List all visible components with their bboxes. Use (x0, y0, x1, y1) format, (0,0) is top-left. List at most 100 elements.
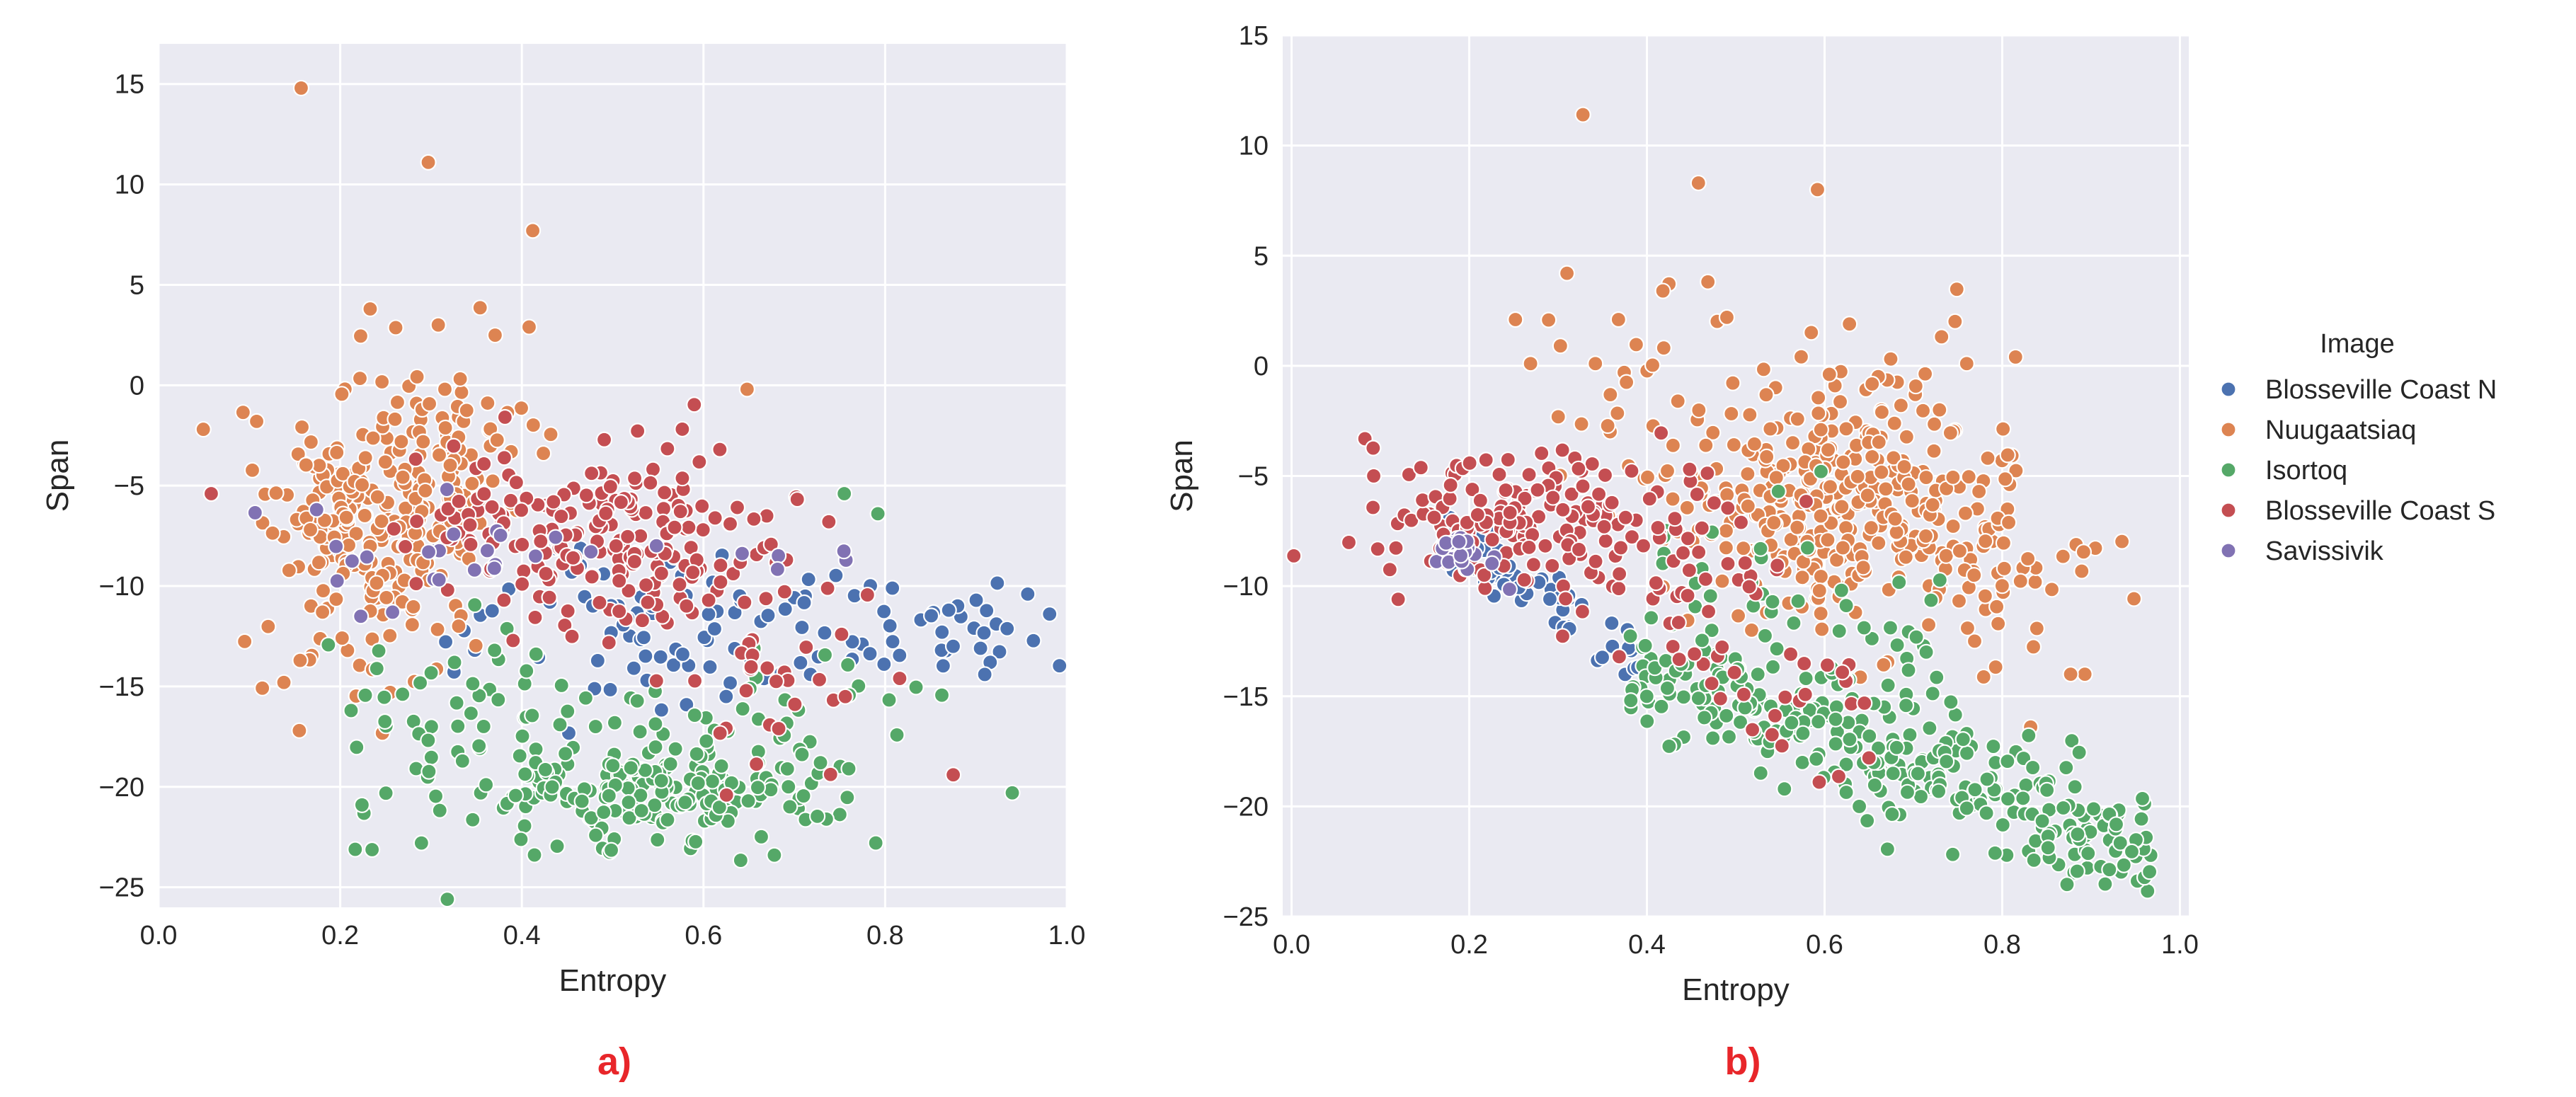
scatter-point (809, 808, 826, 825)
scatter-point (385, 520, 403, 537)
scatter-point (513, 502, 530, 519)
scatter-point (1700, 273, 1717, 290)
scatter-point (620, 582, 637, 599)
scatter-point (370, 643, 387, 660)
scatter-point (1693, 519, 1710, 536)
scatter-point (1938, 753, 1955, 770)
scatter-point (423, 749, 440, 766)
scatter-point (1819, 532, 1836, 548)
scatter-point (537, 761, 554, 779)
scatter-point (254, 679, 271, 696)
scatter-point (666, 519, 683, 536)
scatter-point (1681, 562, 1698, 579)
scatter-point (840, 760, 857, 777)
scatter-point (544, 779, 561, 796)
scatter-point (999, 620, 1016, 637)
scatter-point (1999, 791, 2017, 808)
scatter-point (1810, 405, 1827, 422)
scatter-point (1770, 483, 1787, 500)
scatter-point (770, 720, 787, 737)
scatter-point (732, 851, 749, 869)
scatter-point (738, 682, 755, 699)
scatter-point (537, 565, 554, 582)
y-tick-label: 15 (1239, 21, 1269, 51)
scatter-point (1769, 557, 1786, 574)
scatter-point (1603, 494, 1620, 511)
scatter-point (1472, 492, 1489, 509)
scatter-point (583, 465, 600, 482)
scatter-point (524, 222, 542, 239)
scatter-point (762, 536, 779, 553)
scatter-point (1741, 406, 1758, 423)
scatter-point (291, 722, 308, 739)
scatter-point (1850, 798, 1868, 815)
scatter-point (1696, 709, 1713, 726)
scatter-point (625, 660, 642, 677)
scatter-point (1570, 460, 1587, 477)
scatter-point (1762, 420, 1779, 437)
scatter-point (1644, 357, 1661, 374)
scatter-point (1838, 420, 1855, 437)
scatter-point (490, 691, 507, 708)
scatter-point (2025, 851, 2042, 868)
scatter-point (626, 553, 643, 570)
scatter-point (976, 666, 993, 683)
scatter-point (633, 802, 650, 820)
scatter-point (789, 490, 806, 508)
scatter-point (2133, 810, 2150, 827)
scatter-point (1838, 783, 1855, 801)
scatter-point (1834, 539, 1851, 556)
scatter-point (876, 655, 893, 673)
scatter-point (1776, 781, 1793, 798)
scatter-point (1889, 636, 1906, 654)
scatter-point (1928, 669, 1945, 686)
scatter-point (1812, 421, 1829, 438)
scatter-point (837, 688, 854, 705)
scatter-point (297, 456, 314, 473)
scatter-point (551, 716, 568, 733)
scatter-point (1695, 655, 1712, 673)
scatter-point (795, 787, 812, 805)
scatter-point (796, 594, 813, 611)
scatter-point (563, 628, 580, 645)
scatter-point (445, 526, 462, 543)
scatter-point (922, 607, 940, 624)
scatter-point (1768, 641, 1785, 657)
scatter-point (1957, 505, 1974, 522)
scatter-point (647, 716, 664, 733)
scatter-point (1593, 649, 1611, 666)
scatter-point (1873, 403, 1890, 420)
scatter-point (1714, 638, 1731, 655)
scatter-point (1756, 627, 1774, 644)
scatter-point (2113, 533, 2131, 550)
scatter-point (1610, 580, 1627, 597)
scatter-point (1908, 628, 1925, 645)
scatter-point (1609, 405, 1626, 422)
scatter-point (302, 433, 319, 451)
scatter-point (606, 714, 624, 731)
scatter-point (377, 785, 394, 802)
scatter-point (770, 547, 787, 564)
scatter-point (637, 577, 655, 594)
scatter-point (831, 806, 848, 823)
scatter-point (526, 846, 543, 863)
scatter-point (1735, 686, 1753, 703)
scatter-point (2141, 863, 2158, 880)
scatter-point (760, 607, 777, 624)
scatter-point (972, 640, 989, 657)
scatter-point (1714, 573, 1731, 590)
scatter-point (1617, 509, 1634, 526)
scatter-point (686, 396, 703, 413)
scatter-point (525, 416, 542, 434)
scatter-point (423, 665, 440, 682)
scatter-point (1286, 547, 1303, 564)
scatter-point (1864, 448, 1881, 465)
scatter-point (1985, 737, 2002, 755)
series-nuugaatsiaq (195, 79, 755, 742)
scatter-point (1808, 750, 1825, 768)
scatter-point (2015, 790, 2032, 807)
y-tick-label: 5 (130, 270, 144, 300)
scatter-point (1838, 597, 1855, 614)
scatter-point (686, 706, 703, 724)
scatter-point (1516, 490, 1533, 507)
